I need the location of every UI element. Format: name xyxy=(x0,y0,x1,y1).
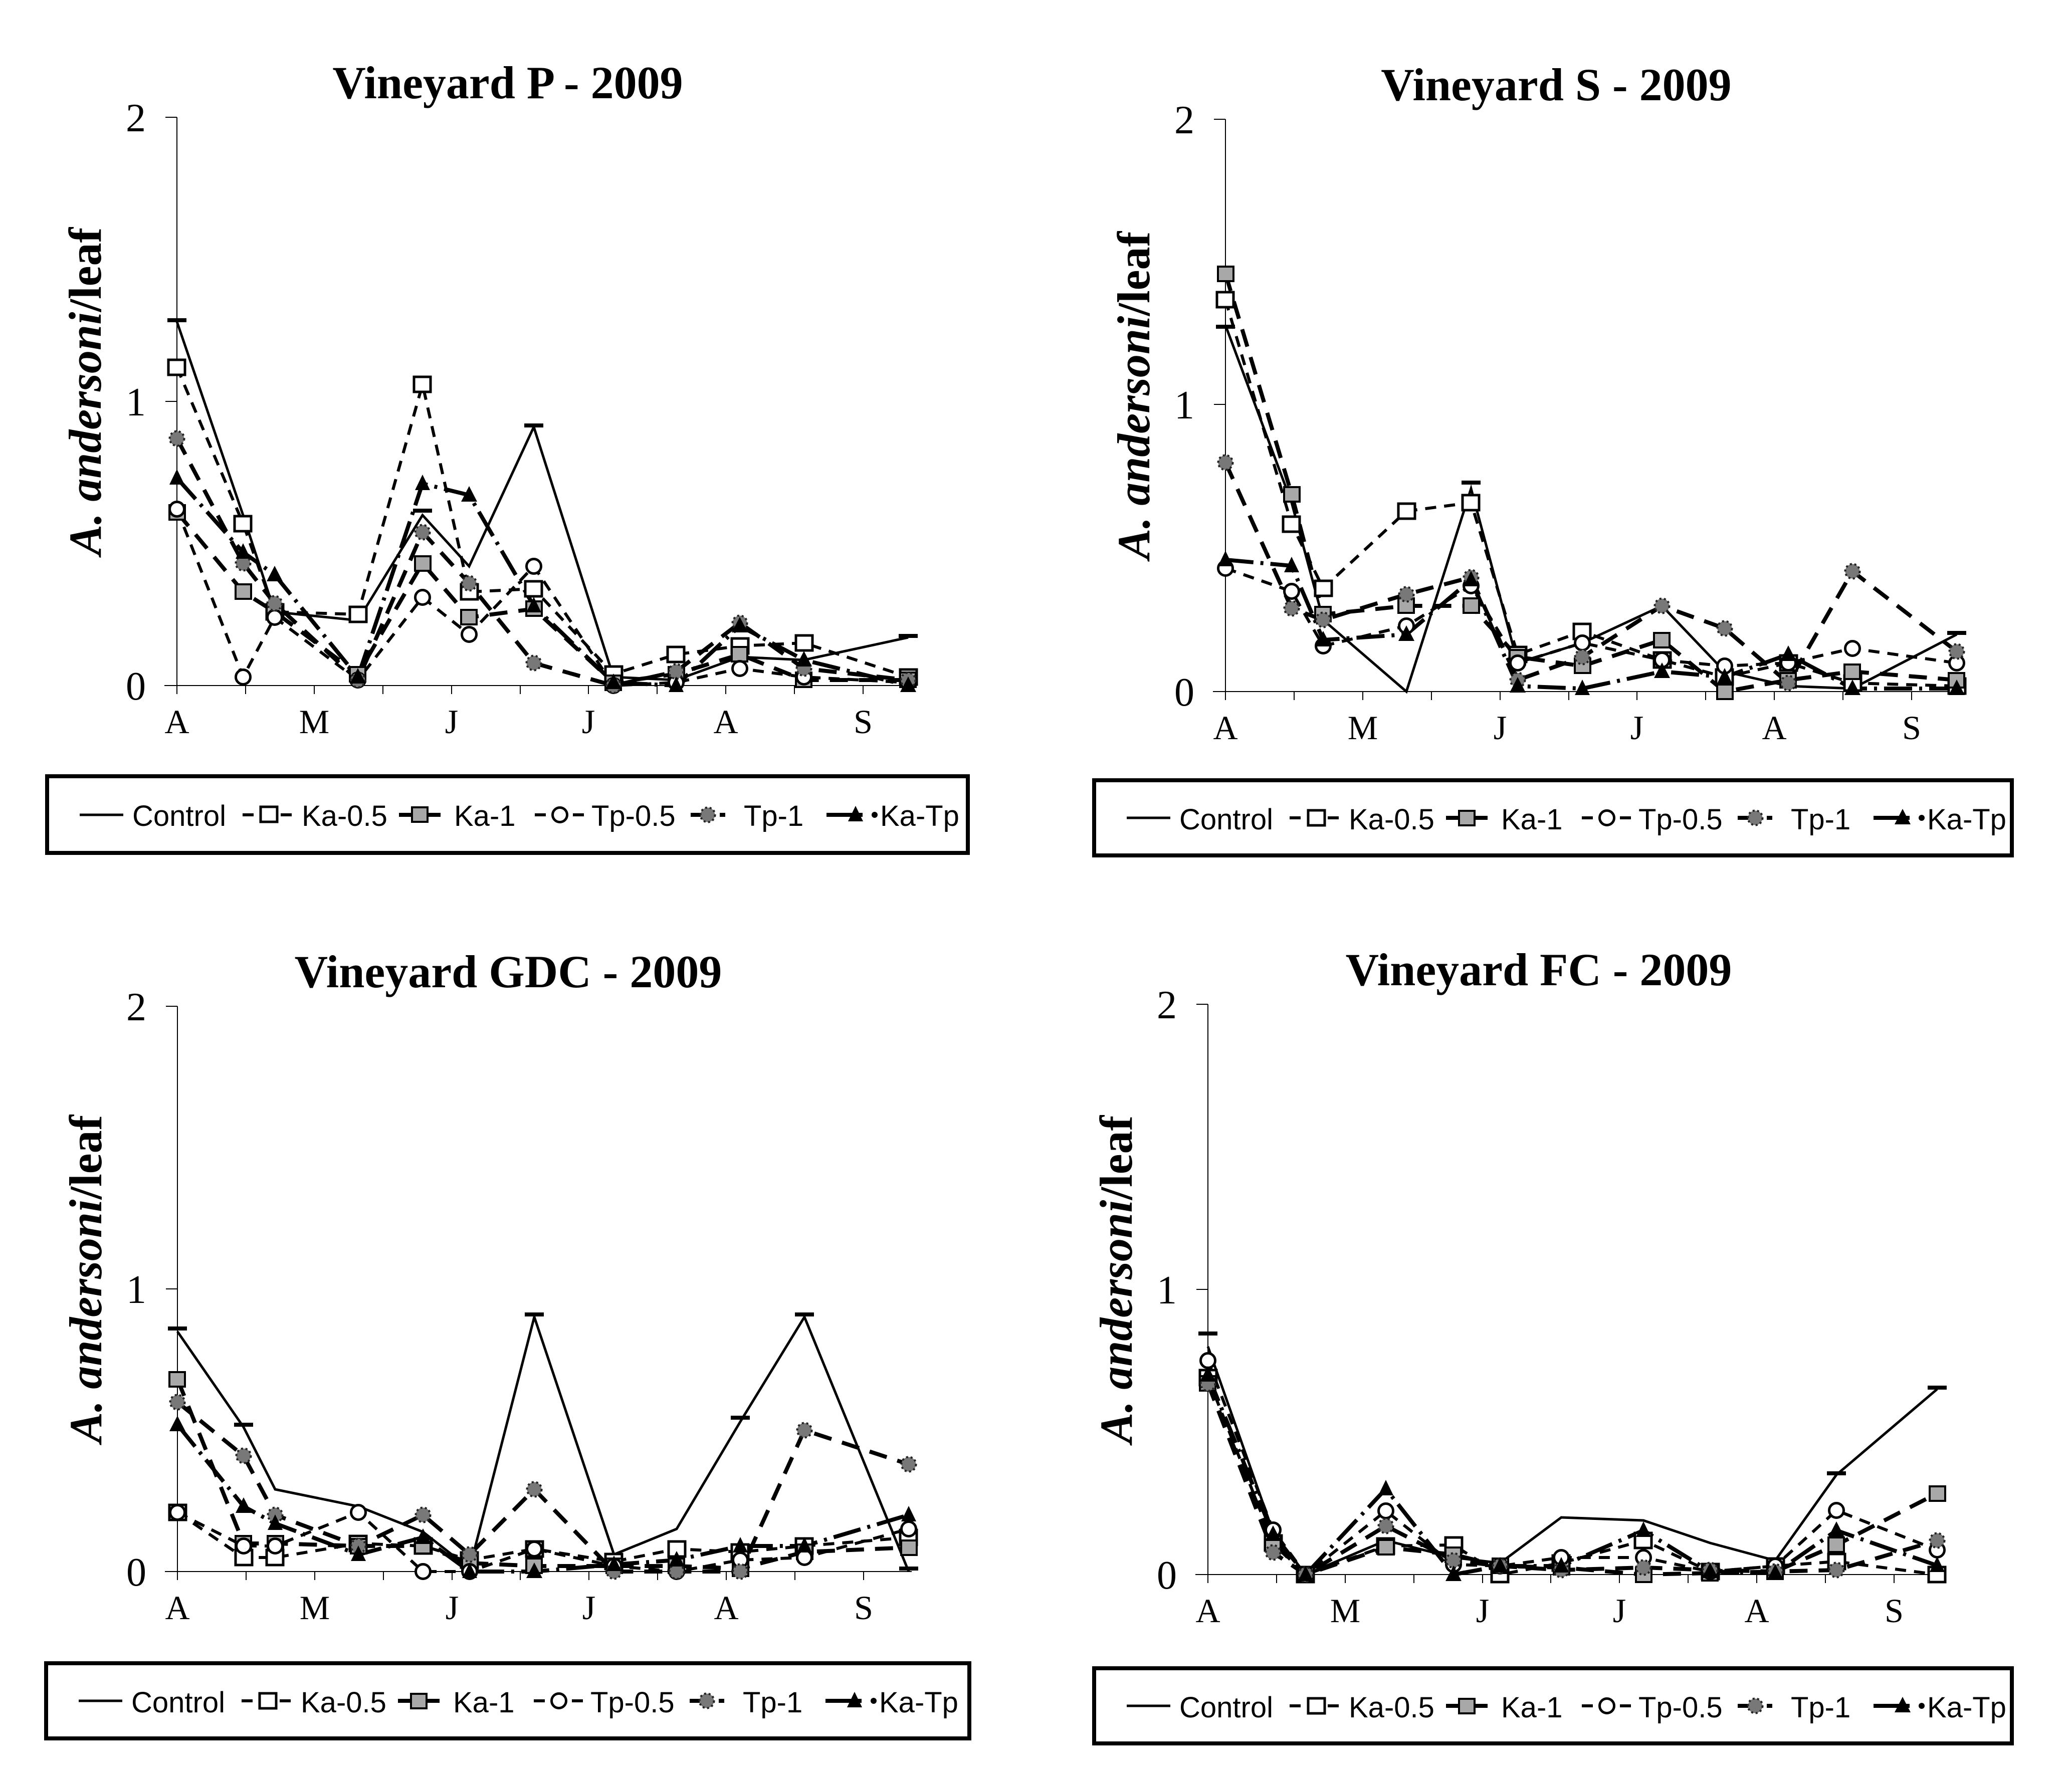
svg-text:S: S xyxy=(854,1589,873,1627)
svg-text:Ka-1: Ka-1 xyxy=(454,800,516,832)
svg-text:A: A xyxy=(1744,1592,1769,1630)
svg-text:Control: Control xyxy=(1179,803,1273,836)
svg-text:Vineyard FC - 2009: Vineyard FC - 2009 xyxy=(1346,944,1732,995)
svg-text:M: M xyxy=(1330,1592,1360,1630)
svg-text:Ka-Tp: Ka-Tp xyxy=(1927,1691,2006,1724)
svg-text:A: A xyxy=(165,1589,189,1627)
svg-text:S: S xyxy=(1902,709,1921,747)
svg-text:Ka-0.5: Ka-0.5 xyxy=(1349,1691,1434,1724)
svg-text:Vineyard S - 2009: Vineyard S - 2009 xyxy=(1381,59,1731,110)
svg-text:Ka-1: Ka-1 xyxy=(1501,1691,1563,1724)
svg-text:Tp-1: Tp-1 xyxy=(1791,803,1850,836)
svg-text:0: 0 xyxy=(126,664,146,709)
svg-text:Vineyard GDC - 2009: Vineyard GDC - 2009 xyxy=(295,946,722,997)
svg-text:Tp-0.5: Tp-0.5 xyxy=(1638,803,1723,836)
svg-text:Control: Control xyxy=(131,1686,225,1719)
svg-text:Ka-0.5: Ka-0.5 xyxy=(1349,803,1434,836)
svg-text:Ka-Tp: Ka-Tp xyxy=(1927,803,2006,836)
svg-text:A. andersoni/leaf: A. andersoni/leaf xyxy=(1091,1115,1142,1446)
svg-text:A: A xyxy=(714,1589,738,1627)
svg-text:0: 0 xyxy=(1174,671,1194,715)
svg-text:2: 2 xyxy=(1157,983,1177,1027)
svg-text:A. andersoni/leaf: A. andersoni/leaf xyxy=(1108,231,1159,562)
svg-text:A: A xyxy=(1213,709,1237,747)
svg-text:J: J xyxy=(582,1589,595,1627)
svg-text:J: J xyxy=(1476,1592,1489,1630)
svg-text:J: J xyxy=(1630,709,1643,747)
svg-text:2: 2 xyxy=(1174,98,1194,142)
svg-text:Ka-0.5: Ka-0.5 xyxy=(301,1686,386,1719)
svg-text:J: J xyxy=(446,1589,459,1627)
svg-text:Vineyard P - 2009: Vineyard P - 2009 xyxy=(332,57,683,108)
svg-text:1: 1 xyxy=(1174,383,1194,427)
svg-text:Ka-Tp: Ka-Tp xyxy=(879,1686,958,1719)
svg-text:Ka-0.5: Ka-0.5 xyxy=(302,800,387,832)
svg-text:J: J xyxy=(582,703,595,741)
svg-text:1: 1 xyxy=(126,1268,146,1312)
svg-text:M: M xyxy=(300,1589,330,1627)
svg-text:2: 2 xyxy=(126,985,146,1029)
svg-text:A. andersoni/leaf: A. andersoni/leaf xyxy=(60,227,111,558)
svg-text:A: A xyxy=(1762,709,1786,747)
svg-text:Control: Control xyxy=(132,800,226,832)
svg-text:A. andersoni/leaf: A. andersoni/leaf xyxy=(60,1114,111,1445)
svg-text:Ka-1: Ka-1 xyxy=(453,1686,515,1719)
svg-text:Control: Control xyxy=(1179,1691,1273,1724)
svg-text:A: A xyxy=(164,703,189,741)
svg-text:J: J xyxy=(445,703,458,741)
svg-text:A: A xyxy=(1195,1592,1220,1630)
svg-text:S: S xyxy=(854,703,873,741)
svg-text:J: J xyxy=(1613,1592,1626,1630)
svg-text:Tp-0.5: Tp-0.5 xyxy=(590,1686,675,1719)
svg-text:J: J xyxy=(1494,709,1507,747)
svg-text:0: 0 xyxy=(126,1550,146,1595)
svg-text:M: M xyxy=(1348,709,1378,747)
svg-text:Ka-Tp: Ka-Tp xyxy=(880,800,959,832)
svg-text:Tp-1: Tp-1 xyxy=(744,800,803,832)
svg-text:Tp-1: Tp-1 xyxy=(1791,1691,1850,1724)
svg-text:Tp-0.5: Tp-0.5 xyxy=(591,800,676,832)
svg-text:Ka-1: Ka-1 xyxy=(1501,803,1563,836)
svg-text:1: 1 xyxy=(126,380,146,424)
svg-text:M: M xyxy=(299,703,329,741)
svg-text:Tp-1: Tp-1 xyxy=(743,1686,802,1719)
svg-text:0: 0 xyxy=(1157,1553,1177,1598)
svg-text:S: S xyxy=(1885,1592,1904,1630)
svg-text:Tp-0.5: Tp-0.5 xyxy=(1638,1691,1723,1724)
svg-text:A: A xyxy=(713,703,738,741)
svg-text:1: 1 xyxy=(1157,1268,1177,1312)
svg-text:2: 2 xyxy=(126,96,146,140)
